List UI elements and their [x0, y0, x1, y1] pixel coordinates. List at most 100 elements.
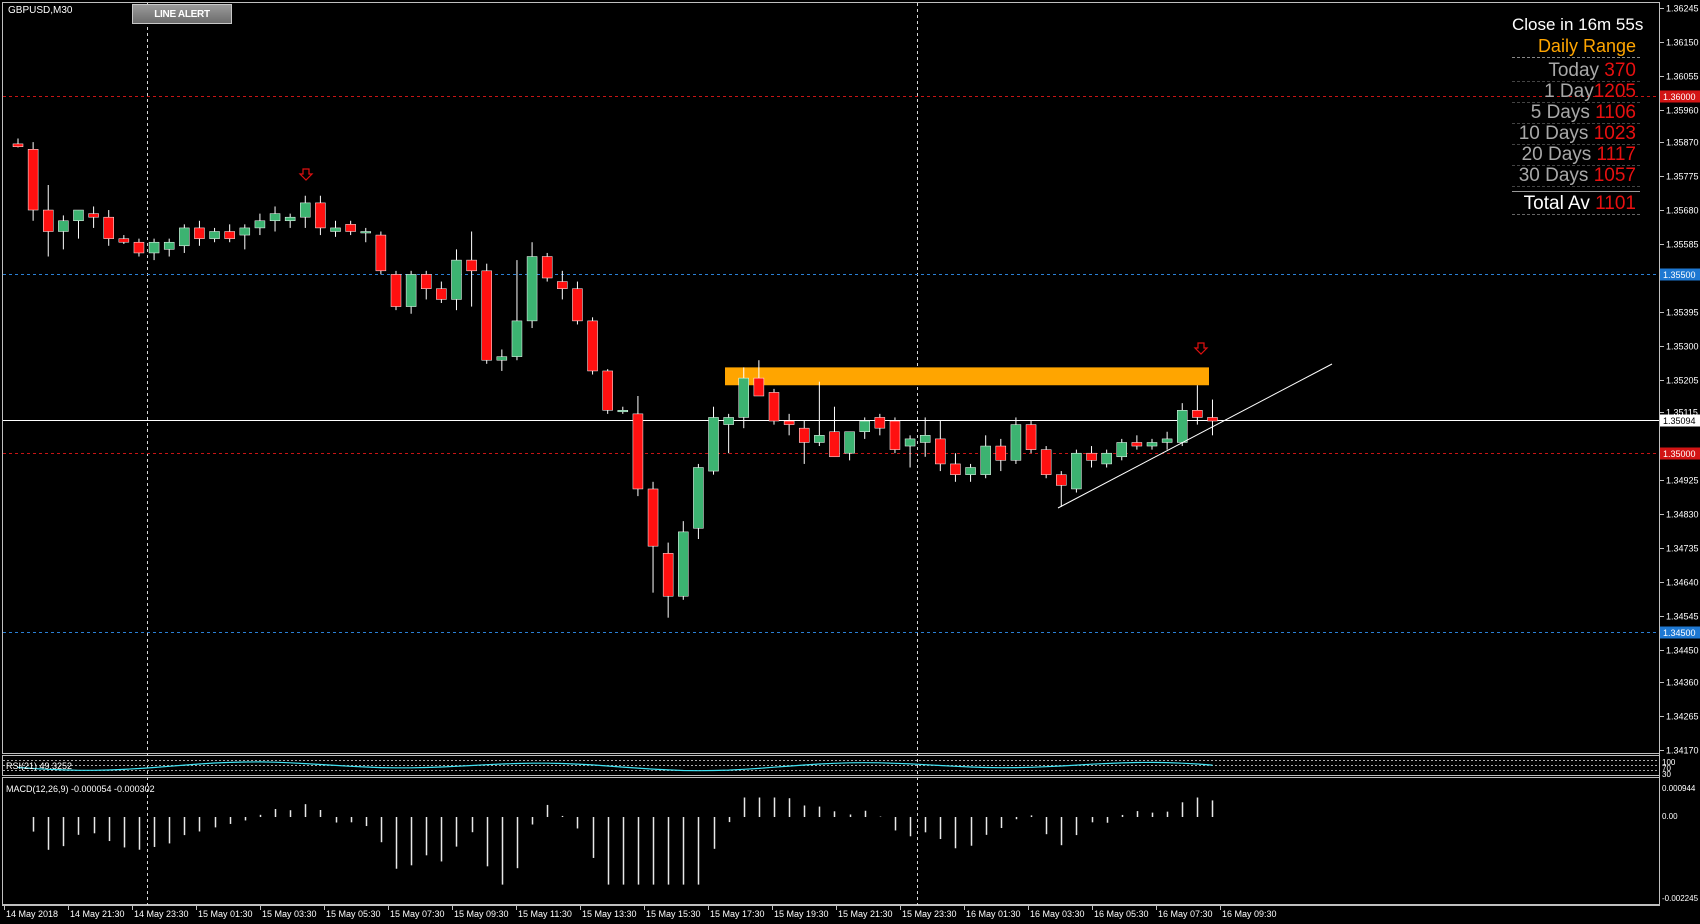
candle-body — [118, 238, 130, 243]
resistance-zone[interactable] — [725, 367, 1209, 386]
candle — [647, 481, 659, 593]
candle — [541, 252, 553, 282]
candle-body — [617, 410, 629, 413]
candle-body — [647, 488, 659, 547]
time-axis: 14 May 2018 14 May 21:30 14 May 23:30 15 Ma… — [4, 905, 1277, 919]
candle-body — [738, 377, 750, 418]
candle-body — [1176, 410, 1188, 443]
candle-body — [42, 209, 54, 232]
candle — [829, 406, 840, 458]
time-axis-label: 14 May 2018 — [6, 909, 58, 919]
price-axis-label: 1.34925 — [1666, 476, 1699, 486]
candle-body — [965, 467, 976, 475]
time-axis-label: 15 May 11:30 — [518, 909, 572, 919]
candle-body — [768, 392, 780, 422]
price-axis: 1.36245 1.36150 1.36055 1.35960 1.35870 1.357… — [1659, 4, 1699, 756]
candle-body — [315, 202, 326, 229]
candle — [814, 381, 825, 447]
candle-body — [829, 431, 840, 458]
time-axis-label: 14 May 21:30 — [70, 909, 125, 919]
candle — [375, 231, 387, 275]
down-arrow-icon — [298, 168, 314, 181]
candle — [678, 521, 689, 600]
price-level-tag-label: 1.35094 — [1663, 416, 1696, 426]
rsi-line — [17, 761, 1213, 772]
range-row-total-average: Total Av 1101 — [1512, 191, 1640, 215]
macd-scale-label-zero: 0.00 — [1662, 812, 1678, 821]
price-axis-label: 1.35680 — [1666, 206, 1699, 216]
range-row-today: Today 370 — [1512, 61, 1640, 82]
macd-pane[interactable] — [2, 777, 1660, 905]
candle — [179, 224, 190, 253]
time-axis-label: 15 May 17:30 — [710, 909, 765, 919]
range-row-value: 1101 — [1595, 193, 1636, 214]
candle — [58, 215, 69, 250]
candle — [844, 431, 855, 461]
candle-body — [783, 420, 795, 425]
price-axis-label: 1.36150 — [1666, 38, 1699, 48]
candle-body — [360, 231, 372, 234]
price-axis-label: 1.34735 — [1666, 544, 1699, 554]
price-axis-label: 1.36245 — [1666, 4, 1699, 14]
candle — [390, 270, 402, 311]
candle — [950, 453, 961, 482]
candle — [587, 317, 598, 375]
candle-body — [1207, 417, 1218, 422]
range-row-label: Total Av — [1523, 193, 1590, 214]
time-axis-label: 15 May 03:30 — [262, 909, 317, 919]
candle-body — [390, 274, 402, 307]
line-alert-button[interactable]: LINE ALERT — [132, 4, 232, 24]
candle — [768, 388, 780, 425]
candle — [965, 463, 976, 482]
candle-body — [1010, 424, 1022, 461]
candle — [889, 417, 901, 454]
rsi-scale-label-low: 30 — [1662, 770, 1671, 779]
price-axis-label: 1.35960 — [1666, 106, 1699, 116]
candle — [133, 238, 145, 257]
range-row-10-days: 10 Days 1023 — [1512, 124, 1640, 145]
candle-body — [798, 427, 810, 443]
candle — [148, 238, 160, 261]
candle — [859, 417, 870, 439]
candle-body — [557, 281, 568, 289]
candle-body — [844, 431, 855, 454]
candle-body — [420, 274, 432, 289]
time-axis-label: 15 May 23:30 — [902, 909, 957, 919]
symbol-label: GBPUSD,M30 — [8, 5, 73, 16]
candle — [980, 435, 991, 479]
candle-body — [375, 234, 387, 272]
candle — [209, 227, 220, 243]
candle — [708, 406, 719, 475]
candle-body — [1131, 442, 1143, 447]
price-axis-label: 1.35585 — [1666, 240, 1699, 250]
candle-body — [526, 256, 538, 322]
candle-body — [209, 231, 220, 239]
candle-body — [919, 435, 931, 443]
time-axis-label: 16 May 07:30 — [1158, 909, 1213, 919]
ascending-trendline[interactable] — [1057, 363, 1333, 509]
candle — [904, 435, 916, 468]
candle-body — [284, 216, 296, 222]
candle — [1192, 385, 1203, 425]
rsi-series — [3, 760, 1659, 772]
candle — [511, 260, 523, 361]
candle — [1131, 435, 1143, 450]
candle-body — [405, 274, 417, 307]
price-axis-label: 1.34830 — [1666, 510, 1699, 520]
candle-body — [874, 417, 886, 429]
candle — [526, 242, 538, 329]
price-axis-label: 1.34450 — [1666, 646, 1699, 656]
price-axis-label: 1.34640 — [1666, 578, 1699, 588]
range-row-value: 1205 — [1593, 81, 1636, 102]
candle-body — [163, 241, 175, 250]
candle-body — [103, 216, 114, 239]
candle-body — [995, 445, 1007, 461]
price-axis-label: 1.35115 — [1666, 408, 1698, 418]
candle-body — [496, 356, 508, 361]
time-axis-label: 15 May 13:30 — [582, 909, 637, 919]
price-axis-label: 1.35870 — [1666, 138, 1699, 148]
candle — [73, 209, 84, 239]
candle-body — [602, 370, 613, 411]
range-row-label: 10 Days — [1518, 123, 1589, 144]
